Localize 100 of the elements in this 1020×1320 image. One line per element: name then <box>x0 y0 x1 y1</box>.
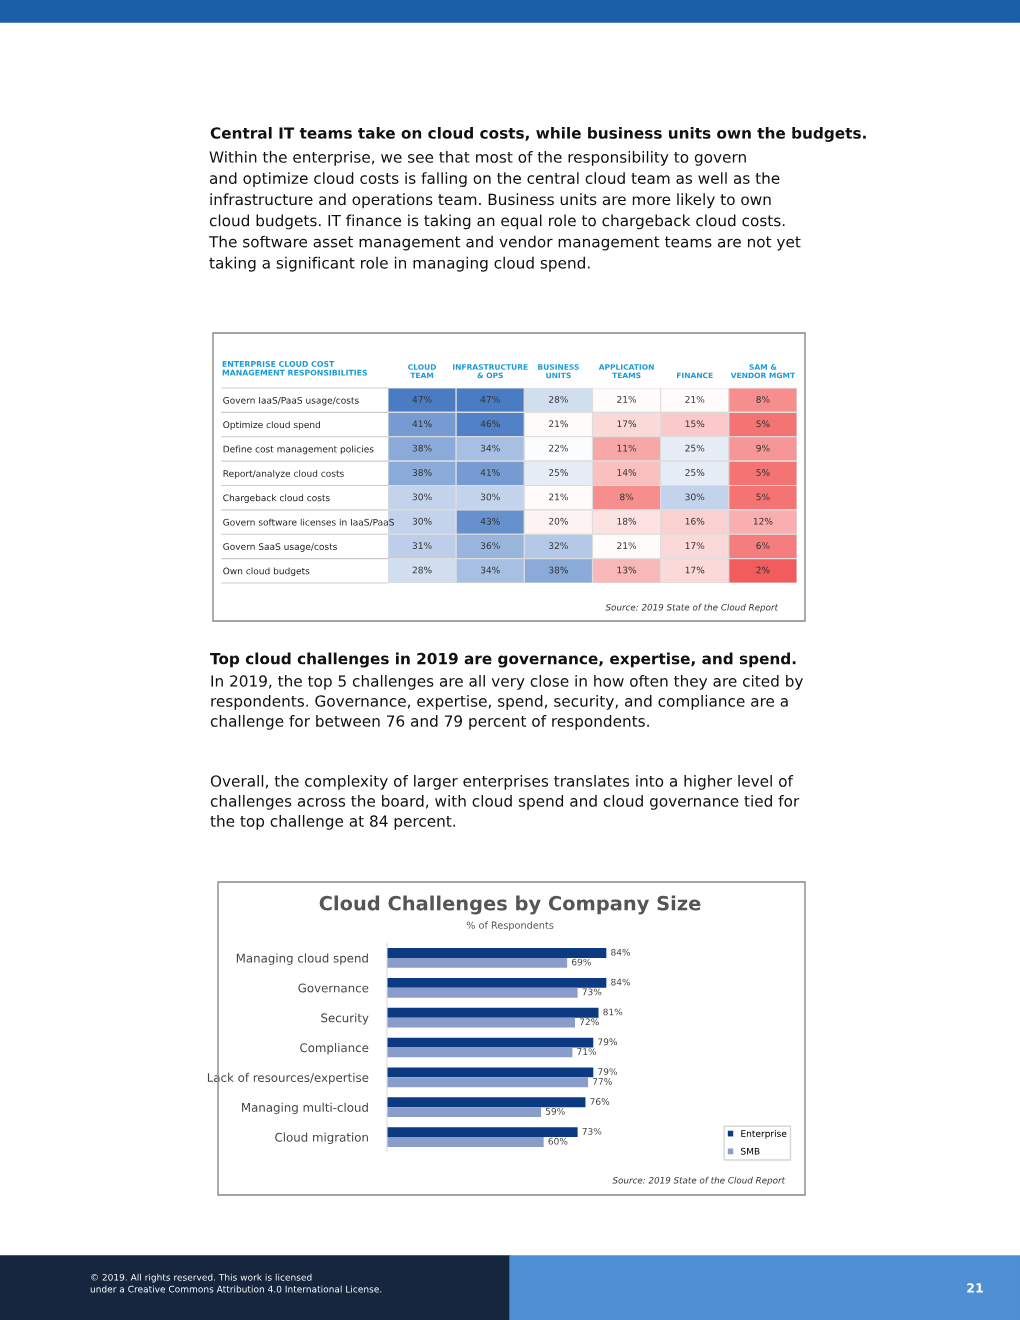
data-label: 20% <box>549 517 568 525</box>
bar <box>387 1127 578 1138</box>
data-label: 21% <box>549 420 568 428</box>
data-label: 2% <box>756 566 770 574</box>
data-label: 25% <box>685 469 705 476</box>
bar <box>387 957 568 968</box>
y-tick-label: Optimize cloud spend <box>223 421 321 430</box>
data-label: 47% <box>412 395 432 403</box>
text: In 2019, the top 5 challenges are all very close in how often they are cited by respondents. Governance, expertise, spend, security, and compliance are a challenge for between 76 and 79 percent of respondents. <box>210 675 804 730</box>
data-label: 9% <box>756 444 770 452</box>
data-label: 18% <box>617 517 637 525</box>
y-tick-label: Managing multi-cloud <box>242 1102 368 1115</box>
data-label: 11% <box>617 444 637 452</box>
y-tick-label: Compliance <box>300 1043 369 1055</box>
text: Overall, the complexity of larger enterprises translates into a higher level of challenges across the board, with cloud spend and cloud governance tied for the top challenge at 84 percent. <box>210 775 800 830</box>
data-label: 38% <box>412 444 432 452</box>
text: Central IT teams take on cloud costs, while business units own the budgets. <box>210 127 866 142</box>
data-label: 5% <box>756 420 770 428</box>
data-label: 34% <box>480 444 500 452</box>
data-label: 5% <box>756 493 770 501</box>
data-label: 79% <box>598 1068 618 1076</box>
source-note: Source: 2019 State of the Cloud Report <box>612 1176 786 1186</box>
data-label: 73% <box>582 988 602 996</box>
y-tick-label: Lack of resources/expertise <box>207 1072 369 1085</box>
data-label: 30% <box>480 493 500 501</box>
data-label: 15% <box>685 420 705 428</box>
data-label: 41% <box>480 469 500 476</box>
bar <box>387 1007 599 1018</box>
data-label: 8% <box>756 395 770 403</box>
y-tick-label: Govern SaaS usage/costs <box>223 543 337 552</box>
data-label: 21% <box>617 395 637 403</box>
chart-subtitle: % of Respondents <box>466 921 554 931</box>
y-tick-label: Cloud migration <box>275 1132 368 1145</box>
bar <box>387 1037 594 1048</box>
data-label: 79% <box>598 1038 618 1046</box>
data-label: 28% <box>412 566 432 574</box>
bar <box>387 1097 586 1108</box>
bar <box>387 1017 576 1028</box>
data-label: 13% <box>617 566 637 574</box>
bar <box>387 1107 542 1118</box>
text: 21 <box>967 1283 983 1293</box>
y-tick-label: Governance <box>298 983 369 993</box>
text: Top cloud challenges in 2019 are governance, expertise, and spend. <box>210 652 796 668</box>
data-label: 31% <box>412 542 432 550</box>
y-tick-label: Report/analyze cloud costs <box>223 469 344 479</box>
legend-label: Enterprise <box>741 1129 787 1139</box>
data-label: 30% <box>412 493 432 501</box>
chart-title: Cloud Challenges by Company Size <box>319 895 701 915</box>
data-label: 6% <box>756 542 770 550</box>
y-tick-label: Govern IaaS/PaaS usage/costs <box>223 396 359 406</box>
data-label: 60% <box>548 1137 568 1145</box>
data-label: 59% <box>545 1107 565 1115</box>
data-label: 17% <box>617 420 637 428</box>
data-label: 17% <box>685 566 705 574</box>
data-label: 21% <box>549 493 568 501</box>
data-label: 8% <box>620 493 634 501</box>
text: © 2019. All rights reserved. This work is licensed under a Creative Commons Attribution 4.0 International License. <box>90 1273 382 1293</box>
y-tick-label: Chargeback cloud costs <box>223 494 330 503</box>
legend-label: SMB <box>741 1147 760 1155</box>
data-label: 72% <box>579 1018 599 1026</box>
data-label: 21% <box>685 395 705 403</box>
text: Within the enterprise, we see that most of the responsibility to govern and optimize cloud costs is falling on the central cloud team as well as the infrastructure and operations team. Business units are more likely to own cloud budgets. IT finance is taking an equal role to chargeback cloud costs. The software asset management and vendor management teams are not yet taking a significant role in managing cloud spend. <box>208 151 801 272</box>
data-label: 77% <box>592 1078 612 1085</box>
bar <box>387 977 607 988</box>
bar <box>387 987 578 998</box>
y-tick-label: Managing cloud spend <box>236 953 368 965</box>
data-label: 81% <box>603 1008 623 1016</box>
data-label: 25% <box>549 469 568 476</box>
data-label: 71% <box>577 1048 597 1056</box>
y-tick-label: Own cloud budgets <box>223 567 310 577</box>
data-label: 5% <box>756 469 770 476</box>
source-note: Source: 2019 State of the Cloud Report <box>605 603 779 613</box>
bar <box>387 1047 573 1058</box>
data-label: 43% <box>480 517 500 525</box>
data-label: 47% <box>480 395 500 403</box>
y-tick-label: Govern software licenses in IaaS/PaaS <box>223 518 394 527</box>
data-label: 21% <box>617 542 637 550</box>
bar <box>387 1137 544 1147</box>
data-label: 28% <box>549 395 568 403</box>
y-tick-label: Security <box>321 1013 369 1025</box>
data-label: 17% <box>685 542 705 550</box>
data-label: 34% <box>480 566 500 574</box>
data-label: 38% <box>549 566 568 574</box>
bar <box>387 1067 594 1078</box>
data-label: 84% <box>611 978 631 986</box>
y-tick-label: Define cost management policies <box>223 445 374 455</box>
data-label: 22% <box>549 444 568 452</box>
data-label: 46% <box>480 420 500 428</box>
data-label: 36% <box>480 542 500 550</box>
data-label: 73% <box>582 1127 602 1135</box>
data-label: 69% <box>571 958 591 966</box>
data-label: 12% <box>753 517 773 525</box>
data-label: 84% <box>611 948 631 956</box>
data-label: 38% <box>412 469 432 476</box>
data-label: 14% <box>617 469 637 476</box>
data-label: 16% <box>685 517 705 525</box>
data-label: 30% <box>412 517 432 525</box>
data-label: 41% <box>412 420 432 428</box>
bar <box>387 948 607 958</box>
data-label: 32% <box>549 542 568 550</box>
